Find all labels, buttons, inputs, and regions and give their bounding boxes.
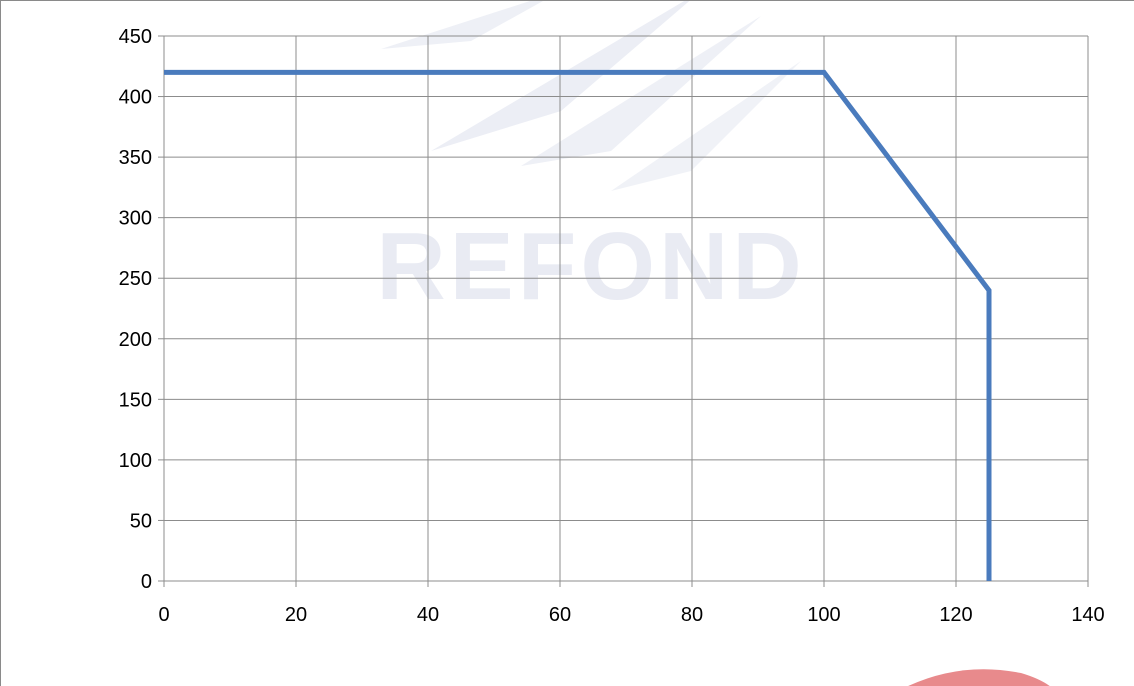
y-tick-label: 300 xyxy=(119,208,152,230)
y-tick-label: 450 xyxy=(119,26,152,48)
x-tick-label: 80 xyxy=(681,604,703,626)
series-line xyxy=(164,69,992,581)
watermark-streaks xyxy=(381,1,801,191)
y-tick-label: 400 xyxy=(119,87,152,109)
y-tick-label: 150 xyxy=(119,389,152,411)
grid xyxy=(164,35,1089,581)
tick-labels: 0 50 100 150 200 250 300 350 400 450 0 20 40 60 80 100 1… xyxy=(119,26,1105,626)
x-tick-label: 40 xyxy=(417,604,439,626)
watermark-logo-text: REFOND xyxy=(376,213,805,320)
series-layer xyxy=(164,69,992,581)
watermark: REFOND xyxy=(376,1,805,320)
y-tick-label: 100 xyxy=(119,450,152,472)
x-tick-label: 120 xyxy=(939,604,972,626)
axes xyxy=(158,35,1089,587)
y-tick-label: 0 xyxy=(141,571,152,593)
y-tick-label: 250 xyxy=(119,268,152,290)
y-tick-label: 200 xyxy=(119,329,152,351)
x-tick-label: 20 xyxy=(285,604,307,626)
x-tick-label: 60 xyxy=(549,604,571,626)
x-tick-label: 0 xyxy=(158,604,169,626)
y-tick-label: 350 xyxy=(119,147,152,169)
logo-accent xyxy=(908,669,1050,686)
x-tick-label: 100 xyxy=(807,604,840,626)
y-tick-label: 50 xyxy=(130,510,152,532)
x-tick-label: 140 xyxy=(1071,604,1104,626)
